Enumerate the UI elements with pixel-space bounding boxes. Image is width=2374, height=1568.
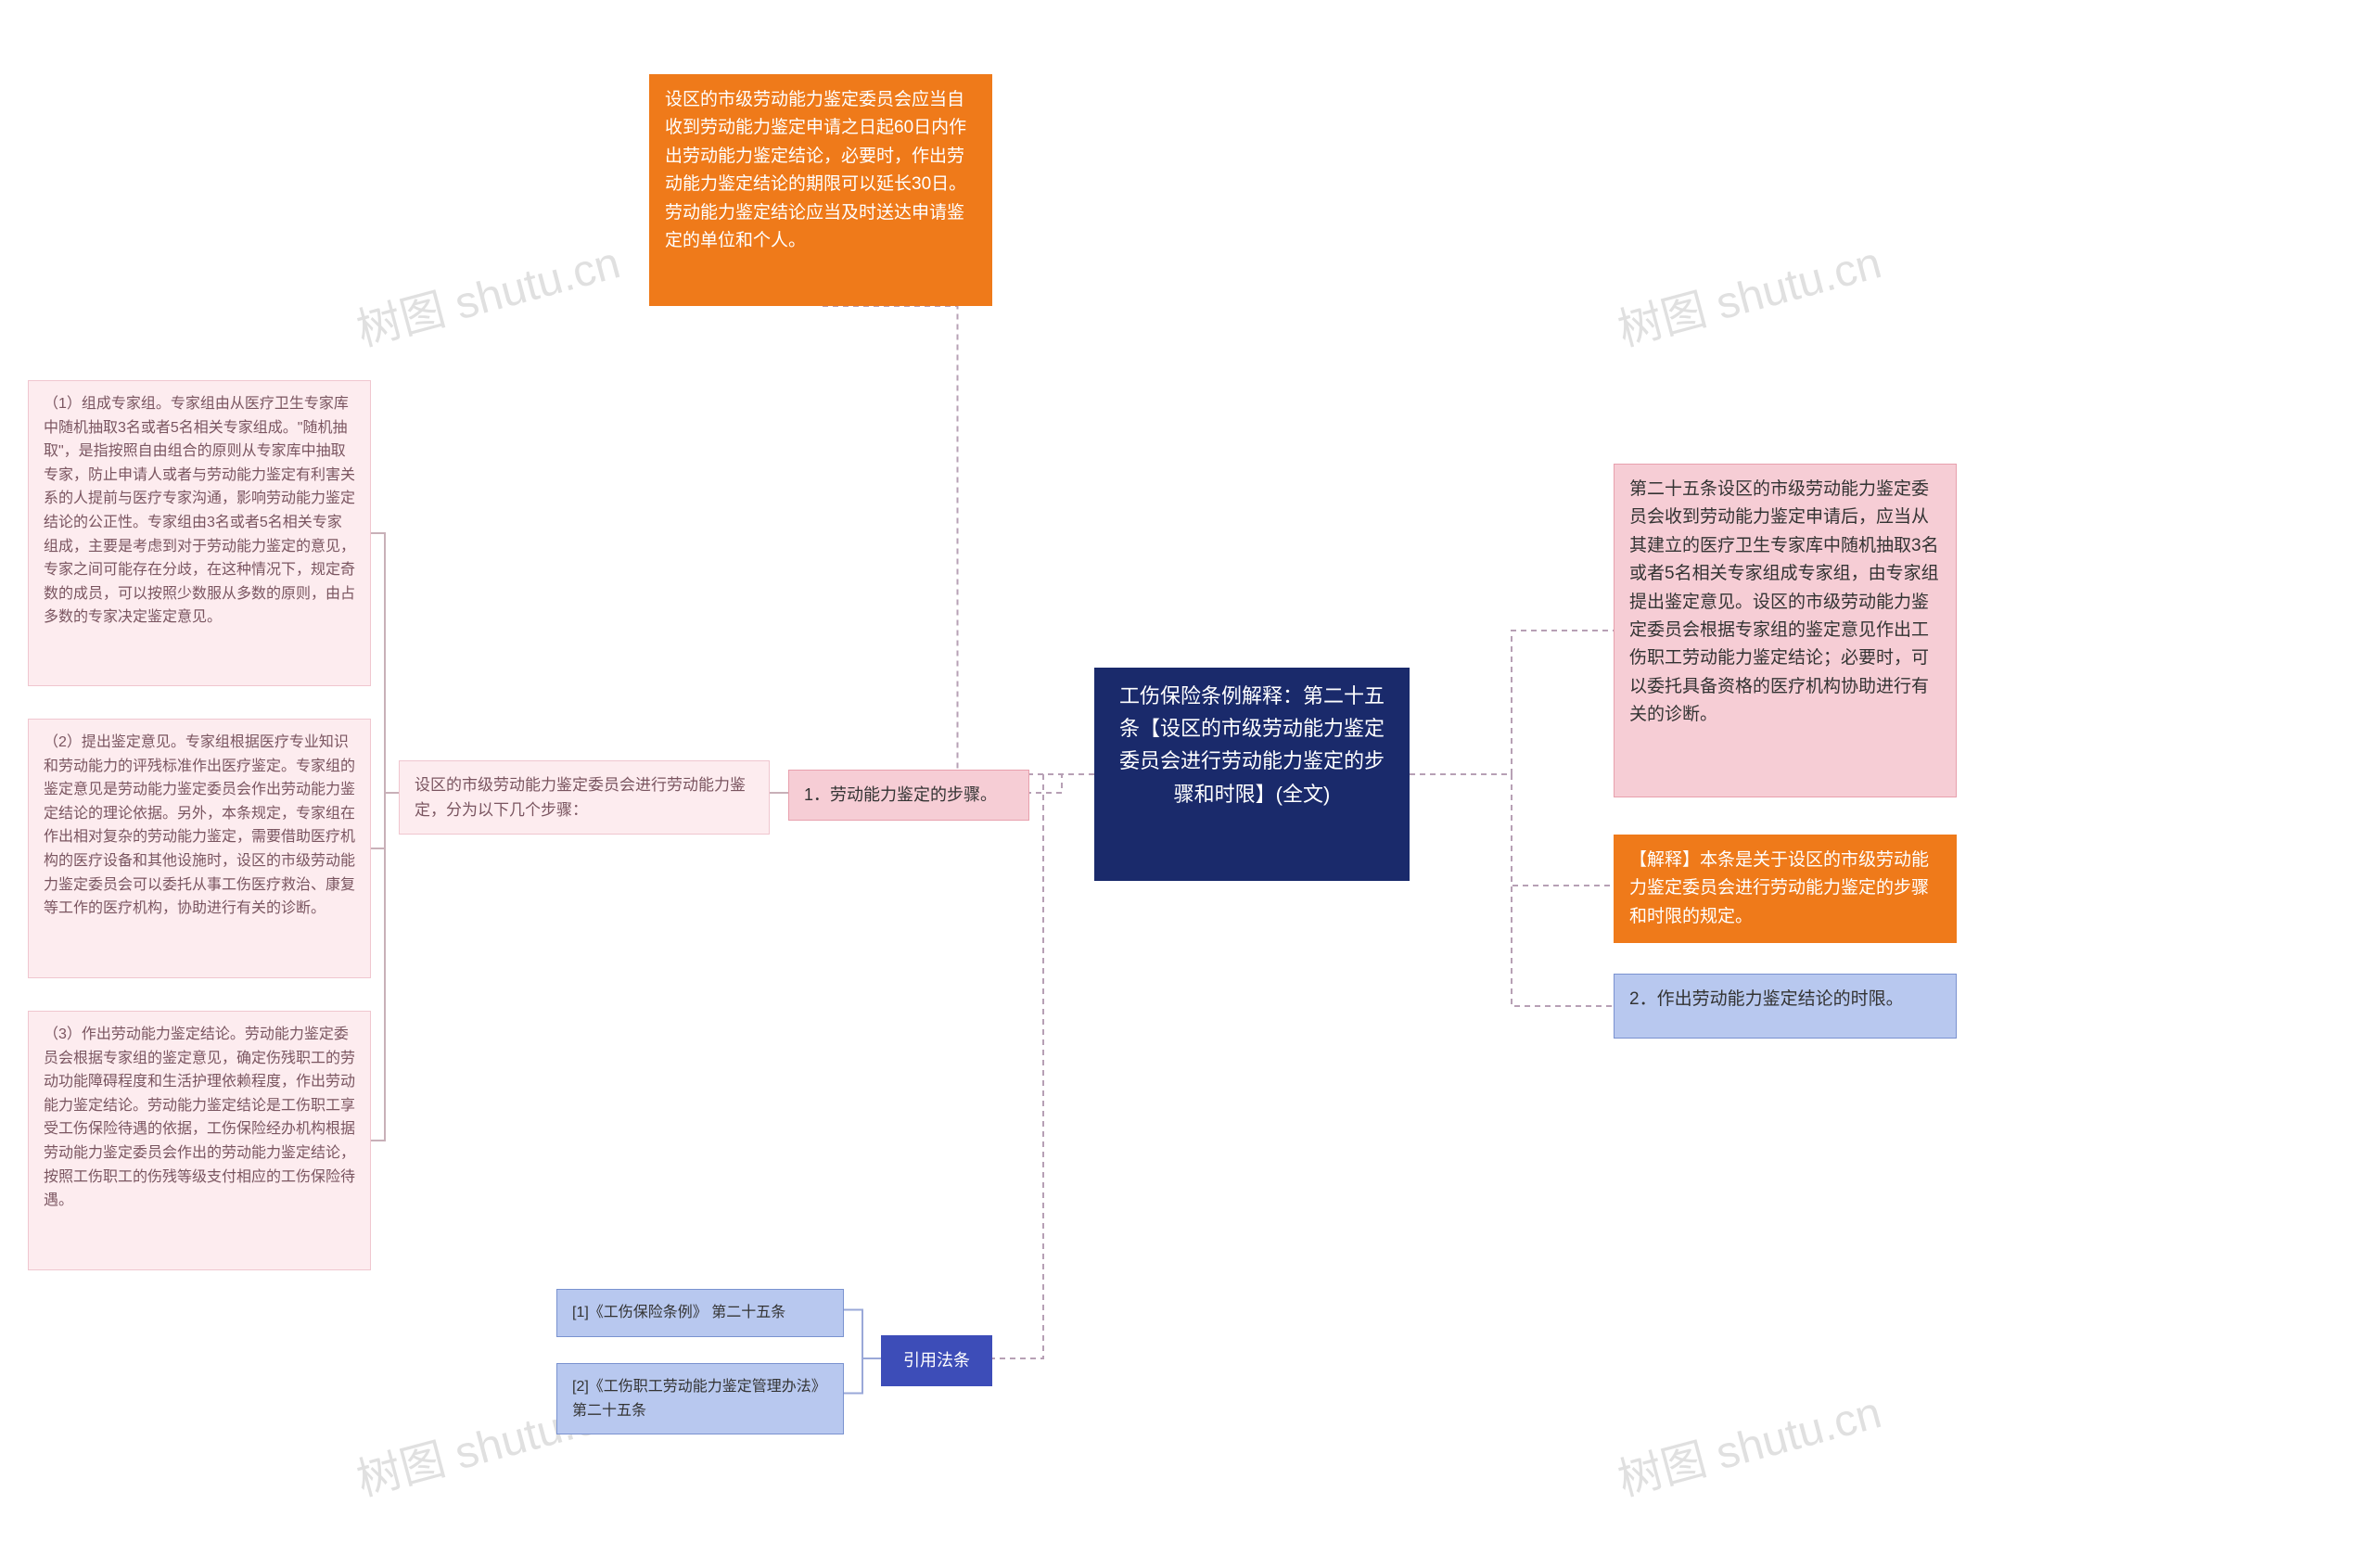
node-steps-intro: 设区的市级劳动能力鉴定委员会进行劳动能力鉴定，分为以下几个步骤： bbox=[399, 760, 770, 835]
node-cite-1: [1]《工伤保险条例》 第二十五条 bbox=[556, 1289, 844, 1337]
node-60day: 设区的市级劳动能力鉴定委员会应当自收到劳动能力鉴定申请之日起60日内作出劳动能力… bbox=[649, 74, 992, 306]
node-article-text: 第二十五条设区的市级劳动能力鉴定委员会收到劳动能力鉴定申请后，应当从其建立的医疗… bbox=[1614, 464, 1957, 797]
node-timelimit: 2．作出劳动能力鉴定结论的时限。 bbox=[1614, 974, 1957, 1039]
node-cite-root: 引用法条 bbox=[881, 1335, 992, 1386]
center-node: 工伤保险条例解释：第二十五条【设区的市级劳动能力鉴定委员会进行劳动能力鉴定的步骤… bbox=[1094, 668, 1410, 881]
watermark: 树图 shutu.cn bbox=[349, 226, 626, 359]
node-step-3: （3）作出劳动能力鉴定结论。劳动能力鉴定委员会根据专家组的鉴定意见，确定伤残职工… bbox=[28, 1011, 371, 1270]
node-step-1: （1）组成专家组。专家组由从医疗卫生专家库中随机抽取3名或者5名相关专家组成。"… bbox=[28, 380, 371, 686]
watermark: 树图 shutu.cn bbox=[1610, 1376, 1887, 1509]
node-steps-title: 1．劳动能力鉴定的步骤。 bbox=[788, 770, 1029, 821]
watermark: 树图 shutu.cn bbox=[1610, 226, 1887, 359]
node-cite-2: [2]《工伤职工劳动能力鉴定管理办法》 第二十五条 bbox=[556, 1363, 844, 1434]
node-step-2: （2）提出鉴定意见。专家组根据医疗专业知识和劳动能力的评残标准作出医疗鉴定。专家… bbox=[28, 719, 371, 978]
node-explanation: 【解释】本条是关于设区的市级劳动能力鉴定委员会进行劳动能力鉴定的步骤和时限的规定… bbox=[1614, 835, 1957, 943]
